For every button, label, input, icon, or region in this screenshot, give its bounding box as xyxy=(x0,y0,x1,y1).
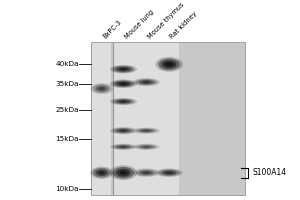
Ellipse shape xyxy=(158,59,180,70)
Ellipse shape xyxy=(119,146,127,148)
Ellipse shape xyxy=(156,57,183,72)
Text: Rat kidney: Rat kidney xyxy=(169,11,199,40)
Ellipse shape xyxy=(90,167,113,179)
Ellipse shape xyxy=(113,99,134,104)
Ellipse shape xyxy=(139,129,154,132)
Ellipse shape xyxy=(98,171,105,175)
Ellipse shape xyxy=(116,129,130,133)
Text: 25kDa: 25kDa xyxy=(55,107,79,113)
Ellipse shape xyxy=(113,80,134,87)
Ellipse shape xyxy=(162,170,176,175)
Ellipse shape xyxy=(165,62,173,66)
Text: S100A14: S100A14 xyxy=(253,168,287,177)
Text: 35kDa: 35kDa xyxy=(55,81,79,87)
Ellipse shape xyxy=(113,128,134,134)
Ellipse shape xyxy=(93,84,111,93)
Text: Mouse lung: Mouse lung xyxy=(123,9,154,40)
Bar xyxy=(91,42,245,195)
Text: BxPC-3: BxPC-3 xyxy=(102,19,123,40)
Text: 15kDa: 15kDa xyxy=(55,136,79,142)
Ellipse shape xyxy=(98,87,105,90)
Ellipse shape xyxy=(110,144,137,150)
Ellipse shape xyxy=(158,169,180,176)
Ellipse shape xyxy=(116,81,130,86)
Ellipse shape xyxy=(133,168,160,177)
Ellipse shape xyxy=(116,67,130,72)
Ellipse shape xyxy=(110,127,137,134)
Ellipse shape xyxy=(110,65,137,74)
Ellipse shape xyxy=(116,145,130,149)
Ellipse shape xyxy=(133,127,160,134)
Bar xyxy=(114,43,179,195)
Ellipse shape xyxy=(96,169,108,176)
Ellipse shape xyxy=(116,100,130,103)
Ellipse shape xyxy=(113,66,134,73)
Ellipse shape xyxy=(139,80,154,84)
Ellipse shape xyxy=(113,144,134,149)
Text: 10kDa: 10kDa xyxy=(55,186,79,192)
Ellipse shape xyxy=(113,167,134,179)
Ellipse shape xyxy=(142,130,150,132)
Ellipse shape xyxy=(96,86,108,92)
Ellipse shape xyxy=(119,83,127,85)
Ellipse shape xyxy=(165,171,173,174)
Ellipse shape xyxy=(139,145,154,149)
Ellipse shape xyxy=(119,130,127,132)
Ellipse shape xyxy=(142,146,150,148)
Ellipse shape xyxy=(110,79,137,88)
Ellipse shape xyxy=(119,101,127,103)
Ellipse shape xyxy=(119,171,127,175)
Ellipse shape xyxy=(90,83,113,94)
Ellipse shape xyxy=(110,165,137,180)
Text: 40kDa: 40kDa xyxy=(55,61,79,67)
Ellipse shape xyxy=(133,78,160,86)
Ellipse shape xyxy=(93,168,111,178)
Ellipse shape xyxy=(139,170,154,175)
Ellipse shape xyxy=(142,81,150,83)
Ellipse shape xyxy=(156,168,183,177)
Ellipse shape xyxy=(142,171,150,174)
Ellipse shape xyxy=(119,68,127,70)
Text: Mouse thymus: Mouse thymus xyxy=(146,2,185,40)
Ellipse shape xyxy=(162,60,176,68)
Ellipse shape xyxy=(110,98,137,105)
Ellipse shape xyxy=(136,144,157,149)
Ellipse shape xyxy=(136,79,157,85)
Ellipse shape xyxy=(116,169,130,177)
Ellipse shape xyxy=(133,144,160,150)
Bar xyxy=(92,43,111,195)
Ellipse shape xyxy=(136,128,157,133)
Ellipse shape xyxy=(136,169,157,176)
